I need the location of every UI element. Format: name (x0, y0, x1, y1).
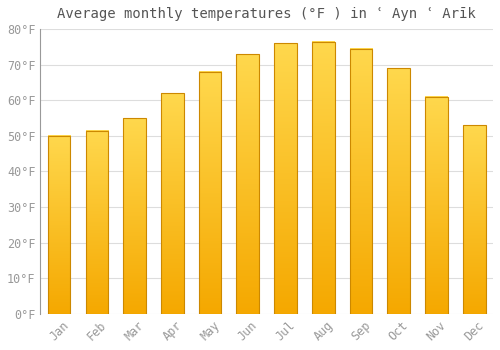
Bar (48, 136, 70, 314)
Bar (463, 125, 485, 314)
Bar (312, 42, 334, 314)
Bar (236, 54, 259, 314)
Bar (274, 43, 297, 314)
Bar (350, 49, 372, 314)
Bar (388, 68, 410, 314)
Bar (161, 93, 184, 314)
Bar (86, 131, 108, 314)
Bar (199, 72, 222, 314)
Title: Average monthly temperatures (°F ) in ʿ Ayn ʿ Arīk: Average monthly temperatures (°F ) in ʿ … (58, 7, 476, 21)
Bar (425, 97, 448, 314)
Bar (124, 118, 146, 314)
